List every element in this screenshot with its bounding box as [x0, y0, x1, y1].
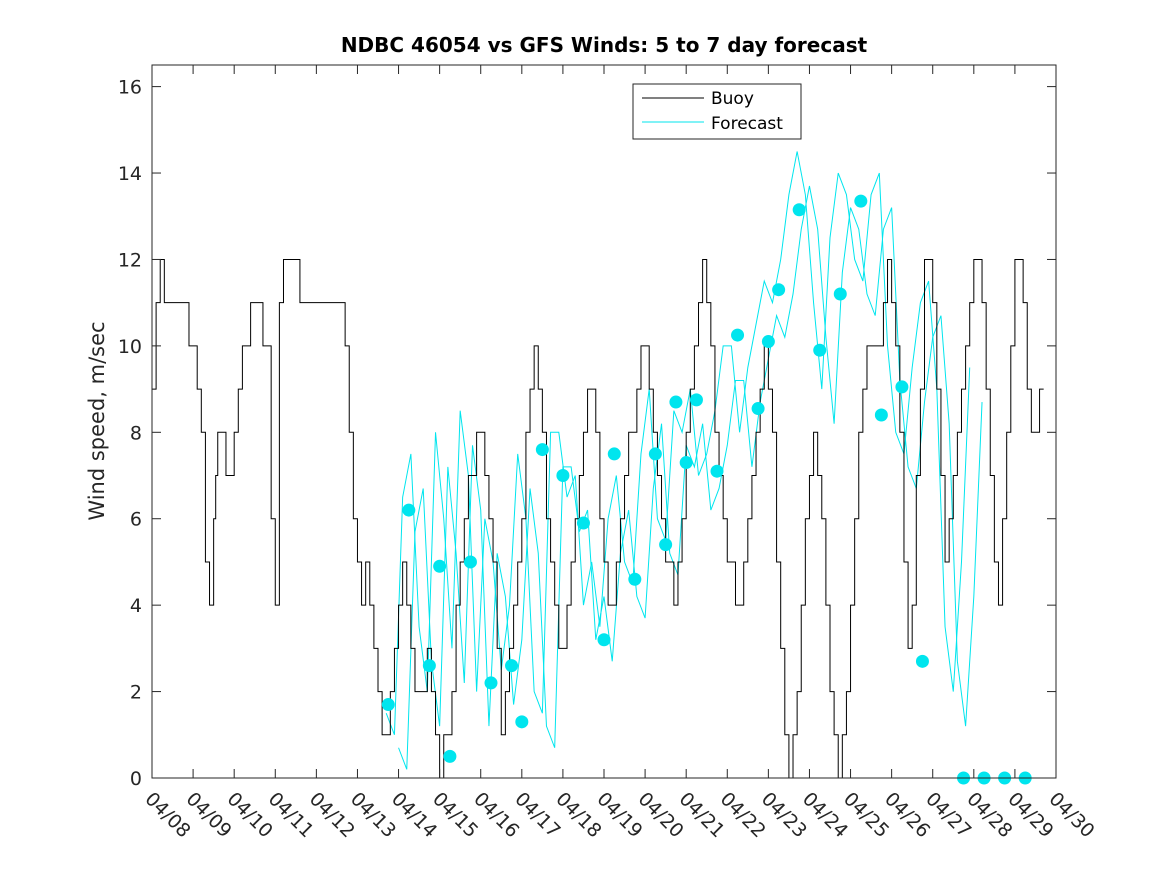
- forecast-line: [398, 185, 983, 770]
- forecast-marker: [556, 469, 570, 483]
- forecast-marker: [597, 633, 611, 647]
- forecast-marker: [761, 335, 775, 349]
- forecast-marker: [659, 538, 673, 552]
- forecast-marker: [710, 464, 724, 478]
- forecast-marker: [463, 555, 477, 569]
- forecast-marker: [669, 395, 683, 409]
- forecast-marker: [505, 659, 519, 673]
- legend-box: [632, 83, 802, 140]
- forecast-marker: [443, 749, 457, 763]
- legend-buoy-label: Buoy: [711, 89, 754, 109]
- forecast-marker: [679, 456, 693, 470]
- forecast-marker: [402, 503, 416, 517]
- forecast-marker: [422, 659, 436, 673]
- legend: Buoy Forecast: [632, 83, 802, 140]
- y-tick-label: 14: [118, 163, 142, 185]
- y-tick-label: 0: [130, 768, 142, 790]
- forecast-marker: [874, 408, 888, 422]
- y-tick-label: 6: [130, 509, 142, 531]
- forecast-markers: [381, 194, 1032, 785]
- y-tick-label: 16: [118, 77, 142, 99]
- buoy-series: [152, 258, 1044, 779]
- y-tick-label: 2: [130, 682, 142, 704]
- forecast-marker: [813, 343, 827, 357]
- forecast-marker: [648, 447, 662, 461]
- legend-forecast-label: Forecast: [711, 114, 783, 134]
- y-axis: 0 2 4 6 8 10 12 14 16: [118, 77, 1056, 790]
- y-tick-label: 12: [118, 249, 142, 271]
- forecast-marker: [433, 559, 447, 573]
- y-tick-label: 8: [130, 422, 142, 444]
- forecast-marker: [689, 393, 703, 407]
- forecast-marker: [915, 654, 929, 668]
- chart-title: NDBC 46054 vs GFS Winds: 5 to 7 day fore…: [341, 33, 868, 57]
- forecast-marker: [628, 572, 642, 586]
- forecast-series: [385, 151, 983, 770]
- forecast-marker: [576, 516, 590, 530]
- forecast-marker: [535, 443, 549, 457]
- forecast-marker: [515, 715, 529, 729]
- buoy-line: [152, 258, 1044, 779]
- forecast-marker: [772, 283, 786, 297]
- forecast-marker: [484, 676, 498, 690]
- y-tick-label: 10: [118, 336, 142, 358]
- y-axis-label: Wind speed, m/sec: [85, 321, 109, 520]
- forecast-marker: [895, 380, 909, 394]
- forecast-marker: [833, 287, 847, 301]
- forecast-line: [385, 151, 971, 735]
- y-tick-label: 4: [130, 595, 142, 617]
- forecast-marker: [751, 402, 765, 416]
- forecast-marker: [854, 194, 868, 208]
- forecast-marker: [792, 203, 806, 217]
- forecast-marker: [607, 447, 621, 461]
- forecast-marker: [381, 698, 395, 712]
- forecast-marker: [731, 328, 745, 342]
